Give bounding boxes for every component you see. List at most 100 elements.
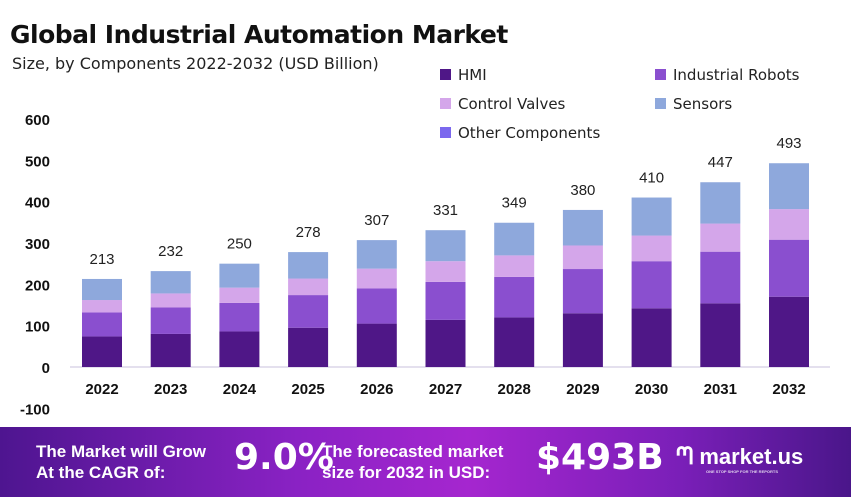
legend-swatch bbox=[655, 69, 666, 80]
bar-segment-hmi bbox=[769, 296, 809, 367]
y-tick-label: 200 bbox=[25, 277, 50, 294]
x-tick-label: 2028 bbox=[498, 381, 531, 398]
y-tick-label: 600 bbox=[25, 112, 50, 129]
legend-swatch bbox=[440, 69, 451, 80]
bar-segment-sensors bbox=[82, 278, 122, 301]
y-tick-label: 100 bbox=[25, 319, 50, 336]
bar-segment-industrial-robots bbox=[150, 307, 191, 334]
bar-segment-sensors bbox=[356, 240, 397, 269]
total-label: 493 bbox=[776, 135, 801, 152]
bar-segment-sensors bbox=[700, 182, 741, 224]
total-label: 213 bbox=[89, 251, 114, 268]
bar-segment-control-valves bbox=[769, 209, 809, 240]
x-tick-label: 2031 bbox=[704, 381, 737, 398]
total-label: 447 bbox=[708, 154, 733, 171]
x-tick-label: 2027 bbox=[429, 381, 462, 398]
bar-segment-sensors bbox=[150, 271, 191, 294]
bar-segment-sensors bbox=[494, 222, 535, 256]
total-label: 410 bbox=[639, 170, 664, 187]
marketus-logo: ᘉ market.us ONE STOP SHOP FOR THE REPORT… bbox=[676, 443, 804, 474]
footer-banner: The Market will Grow At the CAGR of: 9.0%… bbox=[0, 427, 851, 497]
stacked-bar-chart: 600 500 400 300 200 100 0 -100 213 2022 232 2023 250… bbox=[20, 66, 830, 418]
cagr-label-line1: The Market will Grow bbox=[36, 442, 207, 461]
bar-segment-sensors bbox=[425, 230, 466, 262]
bar-segment-industrial-robots bbox=[425, 281, 466, 320]
total-label: 232 bbox=[158, 243, 183, 260]
bar-segment-sensors bbox=[219, 263, 260, 288]
bar-segment-hmi bbox=[219, 331, 260, 367]
total-label: 278 bbox=[296, 224, 321, 241]
y-tick-label: 400 bbox=[25, 195, 50, 212]
forecast-label-line2: size for 2032 in USD: bbox=[322, 463, 491, 482]
cagr-value: 9.0% bbox=[234, 437, 334, 478]
bar-segment-sensors bbox=[631, 197, 672, 236]
bar-segment-control-valves bbox=[425, 261, 466, 282]
bar-segment-industrial-robots bbox=[288, 295, 329, 328]
legend-swatch bbox=[440, 98, 451, 109]
total-label: 331 bbox=[433, 202, 458, 219]
bar-segment-industrial-robots bbox=[562, 269, 603, 314]
x-tick-label: 2029 bbox=[566, 381, 599, 398]
legend-swatch bbox=[440, 127, 451, 138]
bar-segment-control-valves bbox=[82, 300, 122, 313]
bar-segment-industrial-robots bbox=[769, 239, 809, 297]
bar-segment-industrial-robots bbox=[631, 261, 672, 309]
bar-segment-control-valves bbox=[562, 245, 603, 270]
cagr-label-line2: At the CAGR of: bbox=[36, 463, 166, 482]
bar-segment-hmi bbox=[82, 336, 122, 367]
x-tick-label: 2022 bbox=[85, 381, 118, 398]
legend-label: Sensors bbox=[673, 95, 732, 113]
cagr-label: The Market will Grow At the CAGR of: bbox=[36, 441, 206, 483]
bar-segment-hmi bbox=[562, 313, 603, 367]
logo-text: market.us bbox=[699, 444, 804, 469]
forecast-value: $493B bbox=[536, 437, 664, 478]
bar-segment-industrial-robots bbox=[356, 288, 397, 324]
bar-segment-hmi bbox=[356, 323, 397, 367]
legend-label: Control Valves bbox=[458, 95, 566, 113]
bar-segment-industrial-robots bbox=[82, 312, 122, 337]
bar-segment-industrial-robots bbox=[700, 251, 741, 304]
chart-title: Global Industrial Automation Market bbox=[10, 20, 508, 49]
total-label: 349 bbox=[502, 195, 527, 212]
x-tick-label: 2024 bbox=[223, 381, 257, 398]
bar-segment-industrial-robots bbox=[219, 302, 260, 332]
y-tick-label: 500 bbox=[25, 153, 50, 170]
bar-segment-sensors bbox=[288, 252, 329, 279]
x-tick-label: 2023 bbox=[154, 381, 187, 398]
y-tick-label: 300 bbox=[25, 236, 50, 253]
bar-segment-control-valves bbox=[288, 278, 329, 296]
bar-segment-sensors bbox=[769, 163, 809, 210]
y-tick-label: 0 bbox=[42, 360, 50, 377]
bar-segment-industrial-robots bbox=[494, 276, 535, 318]
total-label: 250 bbox=[227, 236, 252, 253]
bar-segment-control-valves bbox=[150, 293, 191, 308]
x-tick-label: 2025 bbox=[291, 381, 324, 398]
bar-segment-control-valves bbox=[631, 235, 672, 262]
logo-icon: ᘉ bbox=[676, 443, 694, 470]
forecast-label-line1: The forecasted market bbox=[322, 442, 504, 461]
bar-segment-control-valves bbox=[219, 287, 260, 303]
x-tick-label: 2030 bbox=[635, 381, 668, 398]
legend-label: Other Components bbox=[458, 124, 600, 142]
bar-segment-control-valves bbox=[494, 255, 535, 277]
x-tick-label: 2032 bbox=[772, 381, 805, 398]
bar-segment-hmi bbox=[150, 333, 191, 367]
y-tick-label: -100 bbox=[20, 401, 50, 418]
bar-segment-control-valves bbox=[700, 223, 741, 252]
forecast-label: The forecasted market size for 2032 in US… bbox=[322, 441, 503, 483]
legend-swatch bbox=[655, 98, 666, 109]
bar-segment-hmi bbox=[494, 317, 535, 367]
bar-segment-hmi bbox=[700, 303, 741, 367]
bar-segment-control-valves bbox=[356, 268, 397, 289]
bar-segment-hmi bbox=[631, 308, 672, 367]
logo-tagline: ONE STOP SHOP FOR THE REPORTS bbox=[706, 469, 779, 474]
total-label: 307 bbox=[364, 212, 389, 229]
legend-label: Industrial Robots bbox=[673, 66, 800, 84]
bar-segment-hmi bbox=[288, 327, 329, 367]
bar-segment-hmi bbox=[425, 319, 466, 367]
total-label: 380 bbox=[570, 182, 595, 199]
chart-subtitle: Size, by Components 2022-2032 (USD Billi… bbox=[12, 54, 379, 73]
legend-label: HMI bbox=[458, 66, 487, 84]
x-tick-label: 2026 bbox=[360, 381, 393, 398]
bar-segment-sensors bbox=[562, 209, 603, 246]
